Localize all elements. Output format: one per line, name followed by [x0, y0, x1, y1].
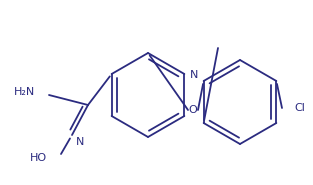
Text: HO: HO	[30, 153, 47, 163]
Text: O: O	[189, 105, 198, 115]
Text: N: N	[76, 137, 85, 147]
Text: H₂N: H₂N	[14, 87, 35, 97]
Text: Cl: Cl	[294, 103, 305, 113]
Text: N: N	[190, 70, 199, 80]
